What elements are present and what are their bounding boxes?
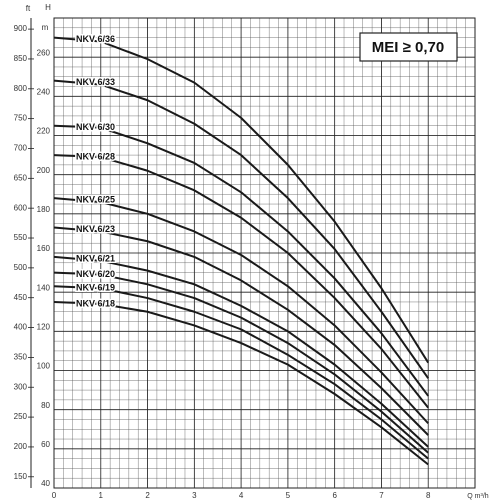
y-tick-label: 220 (37, 127, 51, 136)
curve (53, 124, 430, 397)
y2-tick-label: 450 (14, 293, 28, 302)
curve-label: NKV 6/33 (76, 77, 115, 87)
y-tick-label: 260 (37, 48, 51, 57)
y2-tick-label: 300 (14, 382, 28, 391)
x-tick-label: 3 (192, 491, 197, 500)
y2-tick-label: 550 (14, 233, 28, 242)
y2-tick-label: 750 (14, 114, 28, 123)
x-tick-label: 5 (286, 491, 291, 500)
y-tick-label: 100 (37, 362, 51, 371)
curve-label: NKV 6/28 (76, 151, 115, 161)
y-axis-unit: m (42, 23, 49, 32)
curve-label: NKV 6/20 (76, 269, 115, 279)
y2-tick-label: 700 (14, 144, 28, 153)
y2-tick-label: 850 (14, 54, 28, 63)
x-tick-label: 8 (426, 491, 431, 500)
y2-tick-label: 900 (14, 24, 28, 33)
y2-tick-label: 200 (14, 442, 28, 451)
annotation: MEI ≥ 0,70 (372, 39, 444, 56)
curve-label: NKV 6/18 (76, 298, 115, 308)
curve (53, 79, 430, 379)
curve-label: NKV 6/36 (76, 34, 115, 44)
y2-tick-label: 250 (14, 412, 28, 421)
curve (53, 36, 430, 364)
x-tick-label: 6 (332, 491, 337, 500)
curve (53, 255, 429, 448)
y-tick-label: 180 (37, 205, 51, 214)
x-axis-label: Q m³/h (467, 493, 488, 500)
y-tick-label: 60 (41, 440, 50, 449)
x-tick-label: 4 (239, 491, 244, 500)
x-tick-label: 1 (99, 491, 104, 500)
grid (53, 17, 476, 489)
y2-tick-label: 350 (14, 353, 28, 362)
curve (53, 271, 429, 454)
curve (53, 226, 429, 436)
y-tick-label: 80 (41, 401, 50, 410)
y-tick-label: 140 (37, 283, 51, 292)
annotation-box (359, 32, 458, 62)
curve-label: NKV 6/30 (76, 122, 115, 132)
y2-tick-label: 500 (14, 263, 28, 272)
y2-tick-label: 400 (14, 323, 28, 332)
y-tick-label: 240 (37, 87, 51, 96)
y-tick-label: 120 (37, 322, 51, 331)
y2-tick-label: 800 (14, 84, 28, 93)
y-axis-label: H (45, 3, 51, 12)
y-tick-label: 40 (41, 479, 50, 488)
x-tick-label: 2 (145, 491, 150, 500)
curve-label: NKV 6/25 (76, 195, 115, 205)
y2-tick-label: 150 (14, 472, 28, 481)
curve-label: NKV 6/19 (76, 283, 115, 293)
x-tick-label: 7 (379, 491, 384, 500)
y2-tick-label: 600 (14, 203, 28, 212)
curve-label: NKV 6/21 (76, 253, 115, 263)
x-tick-label: 0 (52, 491, 57, 500)
y-tick-label: 200 (37, 166, 51, 175)
plot-frame (53, 17, 476, 489)
curve (53, 197, 429, 425)
y2-tick-label: 650 (14, 173, 28, 182)
curve (53, 154, 430, 409)
y-tick-label: 160 (37, 244, 51, 253)
y2-axis-label: ft (26, 4, 31, 13)
curve-label: NKV 6/23 (76, 224, 115, 234)
curve (53, 300, 429, 466)
curve (53, 285, 429, 460)
